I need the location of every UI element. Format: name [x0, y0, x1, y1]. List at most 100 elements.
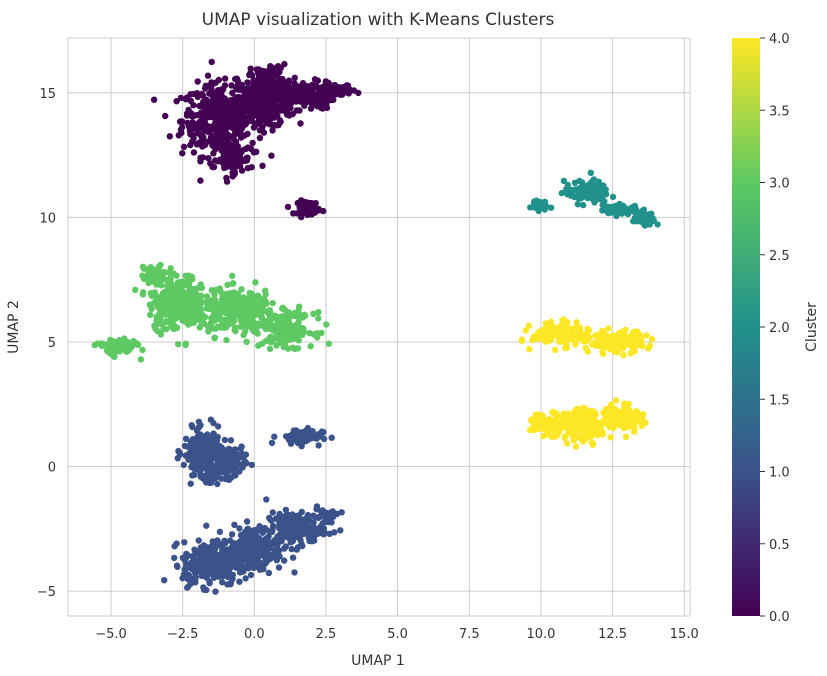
- cluster-0-point: [179, 150, 186, 157]
- cluster-1-point: [230, 540, 237, 547]
- cluster-3-point: [137, 356, 145, 363]
- cluster-3-point: [172, 297, 179, 304]
- y-tick-label: 5: [48, 336, 56, 351]
- cluster-4-point: [566, 325, 574, 332]
- cluster-0-point: [276, 117, 284, 124]
- cluster-3-point: [205, 328, 212, 335]
- cluster-0-point: [213, 120, 221, 127]
- cluster-0-point: [166, 133, 173, 140]
- cluster-0-point: [345, 90, 352, 97]
- cluster-2-point: [569, 191, 576, 198]
- cluster-3-point: [172, 301, 179, 309]
- cluster-1-point: [271, 536, 278, 544]
- y-tick-labels: −5 0 5 10 15: [37, 87, 56, 600]
- cluster-1-point: [281, 545, 288, 552]
- cluster-4-point: [600, 350, 607, 358]
- cluster-3-point: [220, 302, 227, 310]
- cluster-0-point: [218, 130, 225, 137]
- cluster-0-point: [265, 89, 272, 96]
- cluster-3-point: [139, 263, 147, 270]
- cluster-0-point: [223, 174, 230, 182]
- cluster-1-point: [248, 531, 256, 538]
- cluster-2-point: [534, 204, 542, 212]
- cluster-0-point: [204, 126, 211, 133]
- cluster-0-point: [239, 147, 246, 154]
- cluster-0-point: [229, 117, 237, 125]
- x-tick-label: 15.0: [670, 627, 699, 642]
- cluster-4-point: [619, 345, 627, 352]
- cluster-0-point: [296, 107, 303, 114]
- cluster-0-point: [247, 116, 254, 123]
- cluster-0-point: [355, 89, 362, 97]
- cluster-1-point: [180, 461, 187, 469]
- cluster-1-point: [261, 524, 269, 532]
- cluster-4-point: [625, 406, 633, 414]
- grid-lines: [68, 38, 690, 616]
- cluster-3-point: [116, 338, 123, 345]
- cluster-0-point: [266, 96, 273, 104]
- x-axis-label: UMAP 1: [351, 653, 405, 669]
- cluster-3-point: [165, 297, 172, 304]
- cluster-4-point: [595, 428, 602, 436]
- cluster-0-point: [190, 102, 197, 109]
- cluster-1-point: [173, 540, 180, 547]
- cluster-3-point: [158, 302, 166, 309]
- cluster-1-point: [205, 551, 212, 559]
- cluster-3-point: [281, 340, 289, 348]
- cluster-3-point: [134, 341, 142, 348]
- cluster-0-point: [256, 134, 264, 142]
- cluster-3-point: [232, 324, 239, 331]
- cluster-4-point: [620, 352, 627, 359]
- cluster-1-point: [206, 580, 213, 587]
- cluster-3-point: [281, 334, 288, 341]
- cluster-3-point: [282, 324, 289, 331]
- cluster-1-point: [292, 515, 300, 523]
- data-points: [91, 58, 661, 595]
- cluster-0-point: [253, 148, 260, 155]
- cluster-1-point: [247, 571, 255, 579]
- cluster-1-point: [294, 430, 301, 438]
- cluster-1-point: [319, 520, 326, 527]
- cluster-1-point: [195, 418, 203, 425]
- cluster-1-point: [240, 530, 248, 537]
- cluster-0-point: [301, 102, 308, 109]
- cluster-0-point: [257, 76, 264, 84]
- cluster-1-point: [210, 474, 217, 482]
- cluster-1-point: [195, 439, 202, 447]
- cluster-3-point: [167, 312, 174, 320]
- cluster-3-point: [163, 305, 171, 312]
- cluster-3-point: [211, 334, 218, 342]
- cluster-4-point: [630, 420, 637, 428]
- cluster-4-point: [612, 397, 620, 404]
- cluster-0-point: [300, 86, 308, 93]
- cluster-1-point: [305, 523, 313, 531]
- cluster-3-point: [180, 290, 187, 297]
- cluster-4-point: [547, 318, 555, 325]
- cluster-0-point: [190, 90, 198, 98]
- cluster-0-point: [208, 58, 215, 66]
- cluster-0-point: [230, 98, 237, 105]
- cluster-1-point: [204, 466, 212, 474]
- cluster-0-point: [309, 84, 316, 92]
- cluster-1-point: [200, 560, 207, 568]
- cluster-2-point: [654, 221, 661, 228]
- cluster-3-point: [221, 296, 228, 304]
- cluster-1-point: [188, 463, 195, 470]
- cluster-3-point: [224, 281, 231, 289]
- cluster-3-point: [240, 331, 247, 339]
- cluster-0-point: [233, 125, 240, 132]
- cluster-1-point: [196, 548, 204, 556]
- cluster-0-point: [295, 90, 302, 98]
- cluster-3-point: [216, 285, 223, 292]
- cluster-2-point: [609, 193, 617, 201]
- cluster-1-point: [313, 528, 320, 535]
- cluster-1-point: [234, 550, 241, 557]
- cluster-1-point: [228, 531, 236, 538]
- cluster-3-point: [266, 345, 274, 353]
- cluster-2-point: [648, 210, 655, 217]
- cluster-1-point: [207, 459, 214, 467]
- cluster-4-point: [631, 428, 638, 435]
- cluster-4-point: [561, 322, 568, 330]
- cluster-3-point: [255, 304, 262, 311]
- cluster-3-point: [169, 317, 177, 325]
